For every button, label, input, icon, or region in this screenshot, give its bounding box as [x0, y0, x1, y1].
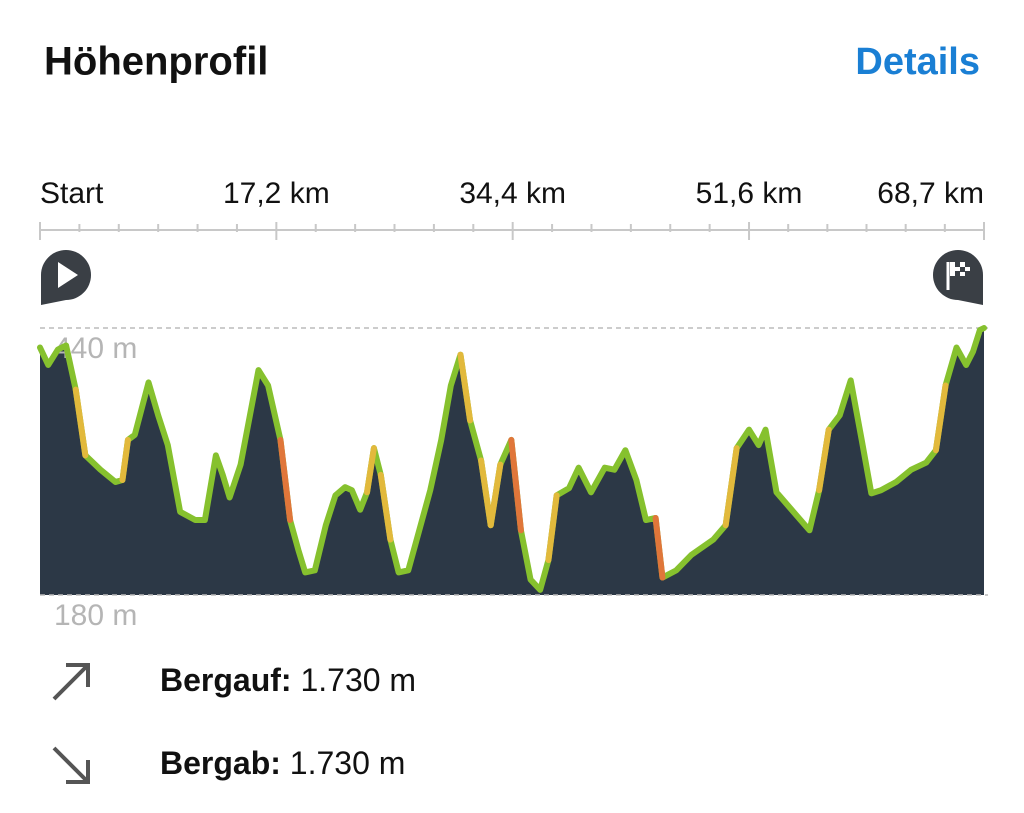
details-link[interactable]: Details [855, 41, 980, 83]
gradient-segment [652, 514, 666, 581]
y-tick-label: 180 m [54, 599, 137, 632]
gradient-segment [545, 492, 560, 564]
gradient-segment [377, 471, 394, 543]
start-pin [41, 250, 91, 305]
gradient-segment [508, 436, 524, 534]
stat-label: Bergab: [160, 745, 281, 781]
downhill-icon [52, 746, 90, 784]
stat-row: Bergab: 1.730 m [160, 745, 405, 781]
gradient-segment [457, 351, 474, 424]
gradient-segment [722, 445, 740, 529]
stat-label: Bergauf: [160, 662, 292, 698]
gradient-segment [277, 436, 294, 524]
x-tick-label: 17,2 km [223, 177, 330, 210]
gradient-segment [364, 445, 377, 496]
panel-title: Höhenprofil [44, 40, 268, 84]
uphill-icon [52, 663, 90, 701]
gradient-segment [478, 457, 494, 529]
x-tick-label: 34,4 km [459, 177, 566, 210]
stat-value: 1.730 m [290, 745, 406, 781]
x-tick-label: Start [40, 177, 104, 210]
gradient-segment [119, 436, 131, 483]
stat-value: 1.730 m [300, 662, 416, 698]
finish-pin [933, 250, 983, 305]
gradient-segment [816, 426, 832, 494]
x-tick-label: 51,6 km [696, 177, 803, 210]
minor-ticks [78, 224, 946, 232]
stat-row: Bergauf: 1.730 m [160, 662, 416, 698]
x-tick-label: 68,7 km [877, 177, 984, 210]
gradient-segment [932, 382, 949, 454]
gradient-segment [487, 461, 504, 529]
gradient-segment [72, 386, 89, 459]
